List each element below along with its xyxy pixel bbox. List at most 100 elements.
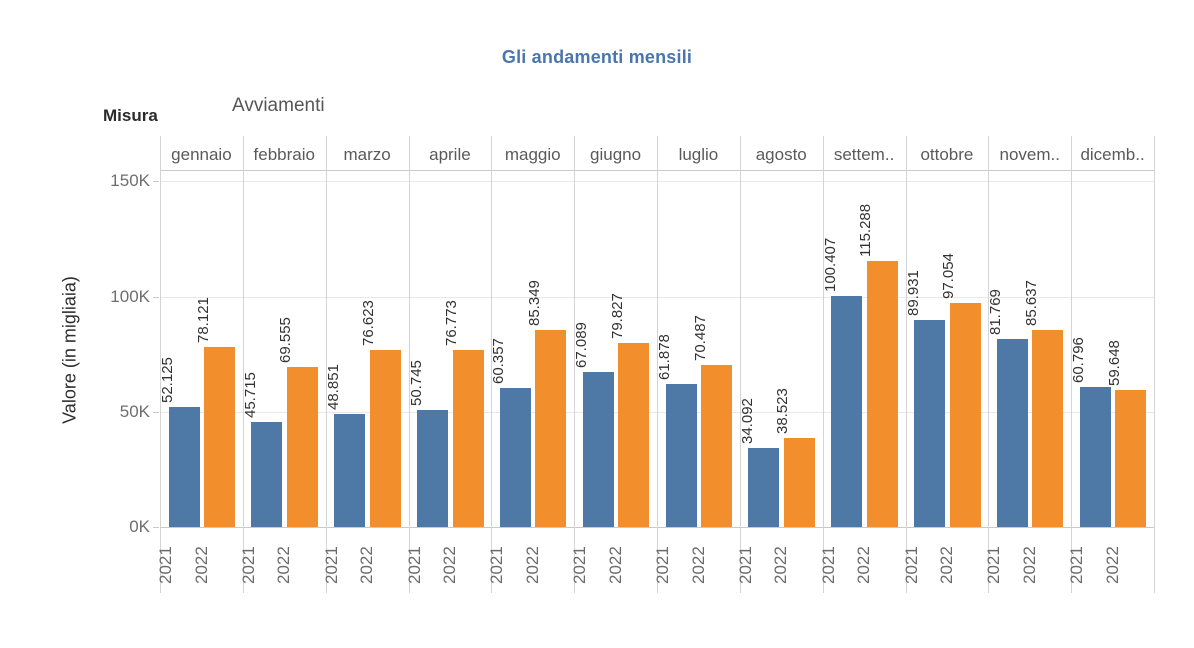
bar-value-label: 85.349	[525, 280, 543, 327]
year-label: 2022	[522, 546, 542, 584]
panel-separator	[739, 136, 741, 593]
bar-2021[interactable]	[168, 406, 200, 527]
panel-separator	[160, 136, 161, 593]
bar-2021[interactable]	[665, 384, 697, 527]
year-label: 2022	[1019, 546, 1039, 584]
bar-2022[interactable]	[204, 346, 235, 527]
y-axis-tick	[153, 296, 159, 298]
year-label: 2021	[321, 546, 341, 584]
bar-value-label: 76.623	[360, 300, 378, 347]
bar-value-label: 69.555	[277, 316, 295, 363]
bar-2022[interactable]	[618, 343, 650, 527]
bar-2022[interactable]	[452, 350, 484, 527]
bar-value-label: 34.092	[738, 398, 756, 445]
bar-2021[interactable]	[499, 387, 531, 527]
bar-value-label: 100.407	[821, 237, 839, 292]
year-label: 2021	[901, 546, 921, 584]
month-header: febbraio	[253, 145, 315, 164]
year-label: 2022	[688, 546, 708, 584]
year-label: 2022	[274, 546, 294, 584]
year-label: 2022	[605, 546, 625, 584]
panel-separator	[822, 136, 824, 593]
panel-separator	[1154, 136, 1155, 593]
month-header: gennaio	[171, 145, 232, 164]
bar-2021[interactable]	[251, 421, 283, 527]
month-header: giugno	[590, 145, 642, 164]
bar-2021[interactable]	[1079, 386, 1111, 527]
panel-separator	[242, 136, 244, 593]
misura-parameter-value[interactable]: Avviamenti	[232, 95, 325, 116]
bar-2022[interactable]	[783, 438, 815, 527]
year-label: 2021	[1067, 546, 1087, 584]
panel-separator	[408, 136, 410, 593]
y-axis-tick-label: 0K	[129, 517, 150, 536]
bar-value-label: 97.054	[940, 253, 957, 300]
bar-2022[interactable]	[369, 350, 401, 527]
y-axis-tick	[153, 527, 159, 528]
y-axis-tick	[153, 411, 159, 413]
bar-value-label: 38.523	[774, 388, 792, 435]
bar-value-label: 50.745	[407, 360, 425, 407]
bar-2021[interactable]	[748, 448, 780, 527]
panel-separator	[1071, 136, 1073, 593]
bar-2022[interactable]	[701, 364, 732, 527]
panel-separator	[657, 136, 658, 593]
bar-value-label: 59.648	[1105, 339, 1123, 386]
bar-2022[interactable]	[1115, 389, 1147, 527]
bar-2022[interactable]	[535, 330, 567, 527]
bar-value-label: 60.357	[490, 338, 508, 384]
panel-separator	[491, 136, 493, 593]
y-axis-tick	[153, 181, 159, 183]
year-label: 2021	[404, 546, 424, 584]
year-label: 2022	[357, 546, 377, 584]
month-header: aprile	[429, 145, 471, 164]
panel-separator	[905, 136, 907, 593]
y-axis-tick-label: 150K	[110, 171, 150, 191]
year-label: 2022	[771, 546, 791, 584]
misura-label: Misura	[103, 106, 158, 125]
bar-2021[interactable]	[334, 414, 366, 527]
bar-value-label: 60.796	[1070, 336, 1088, 383]
year-label: 2021	[487, 546, 507, 584]
month-header: ottobre	[920, 145, 974, 164]
bar-value-label: 67.089	[573, 322, 591, 369]
year-label: 2021	[818, 546, 838, 584]
bar-2022[interactable]	[286, 366, 318, 527]
bar-value-label: 52.125	[159, 356, 176, 403]
bar-2021[interactable]	[831, 295, 863, 527]
panel-separator	[574, 136, 576, 593]
y-axis-tick-label: 50K	[119, 401, 150, 421]
page-title: Gli andamenti mensili	[501, 47, 693, 67]
year-label: 2021	[570, 546, 590, 584]
year-label: 2021	[156, 546, 175, 584]
month-header: settem..	[833, 145, 895, 164]
year-label: 2021	[984, 546, 1004, 584]
bar-2021[interactable]	[417, 410, 448, 527]
year-label: 2022	[854, 546, 874, 584]
bar-value-label: 89.931	[904, 269, 922, 316]
bar-2021[interactable]	[914, 319, 945, 527]
month-header: marzo	[343, 145, 391, 164]
month-header: luglio	[678, 145, 719, 164]
month-header: dicemb..	[1080, 145, 1145, 164]
bar-value-label: 81.769	[987, 288, 1005, 335]
bar-value-label: 115.288	[857, 204, 875, 258]
month-header: maggio	[504, 145, 561, 164]
bar-2022[interactable]	[866, 261, 898, 527]
bar-2021[interactable]	[582, 372, 614, 527]
year-label: 2021	[735, 546, 755, 584]
year-label: 2021	[653, 546, 672, 584]
bar-value-label: 70.487	[691, 314, 709, 361]
bar-value-label: 45.715	[241, 371, 259, 418]
year-label: 2022	[1102, 546, 1122, 584]
bar-2022[interactable]	[949, 303, 981, 527]
year-label: 2021	[238, 546, 258, 584]
bar-value-label: 78.121	[194, 297, 212, 343]
bar-value-label: 79.827	[608, 293, 626, 340]
bar-2022[interactable]	[1032, 329, 1064, 527]
bar-value-label: 76.773	[443, 300, 460, 347]
y-axis-tick-label: 100K	[110, 286, 150, 306]
bar-2021[interactable]	[996, 338, 1028, 527]
year-label: 2022	[937, 546, 956, 584]
